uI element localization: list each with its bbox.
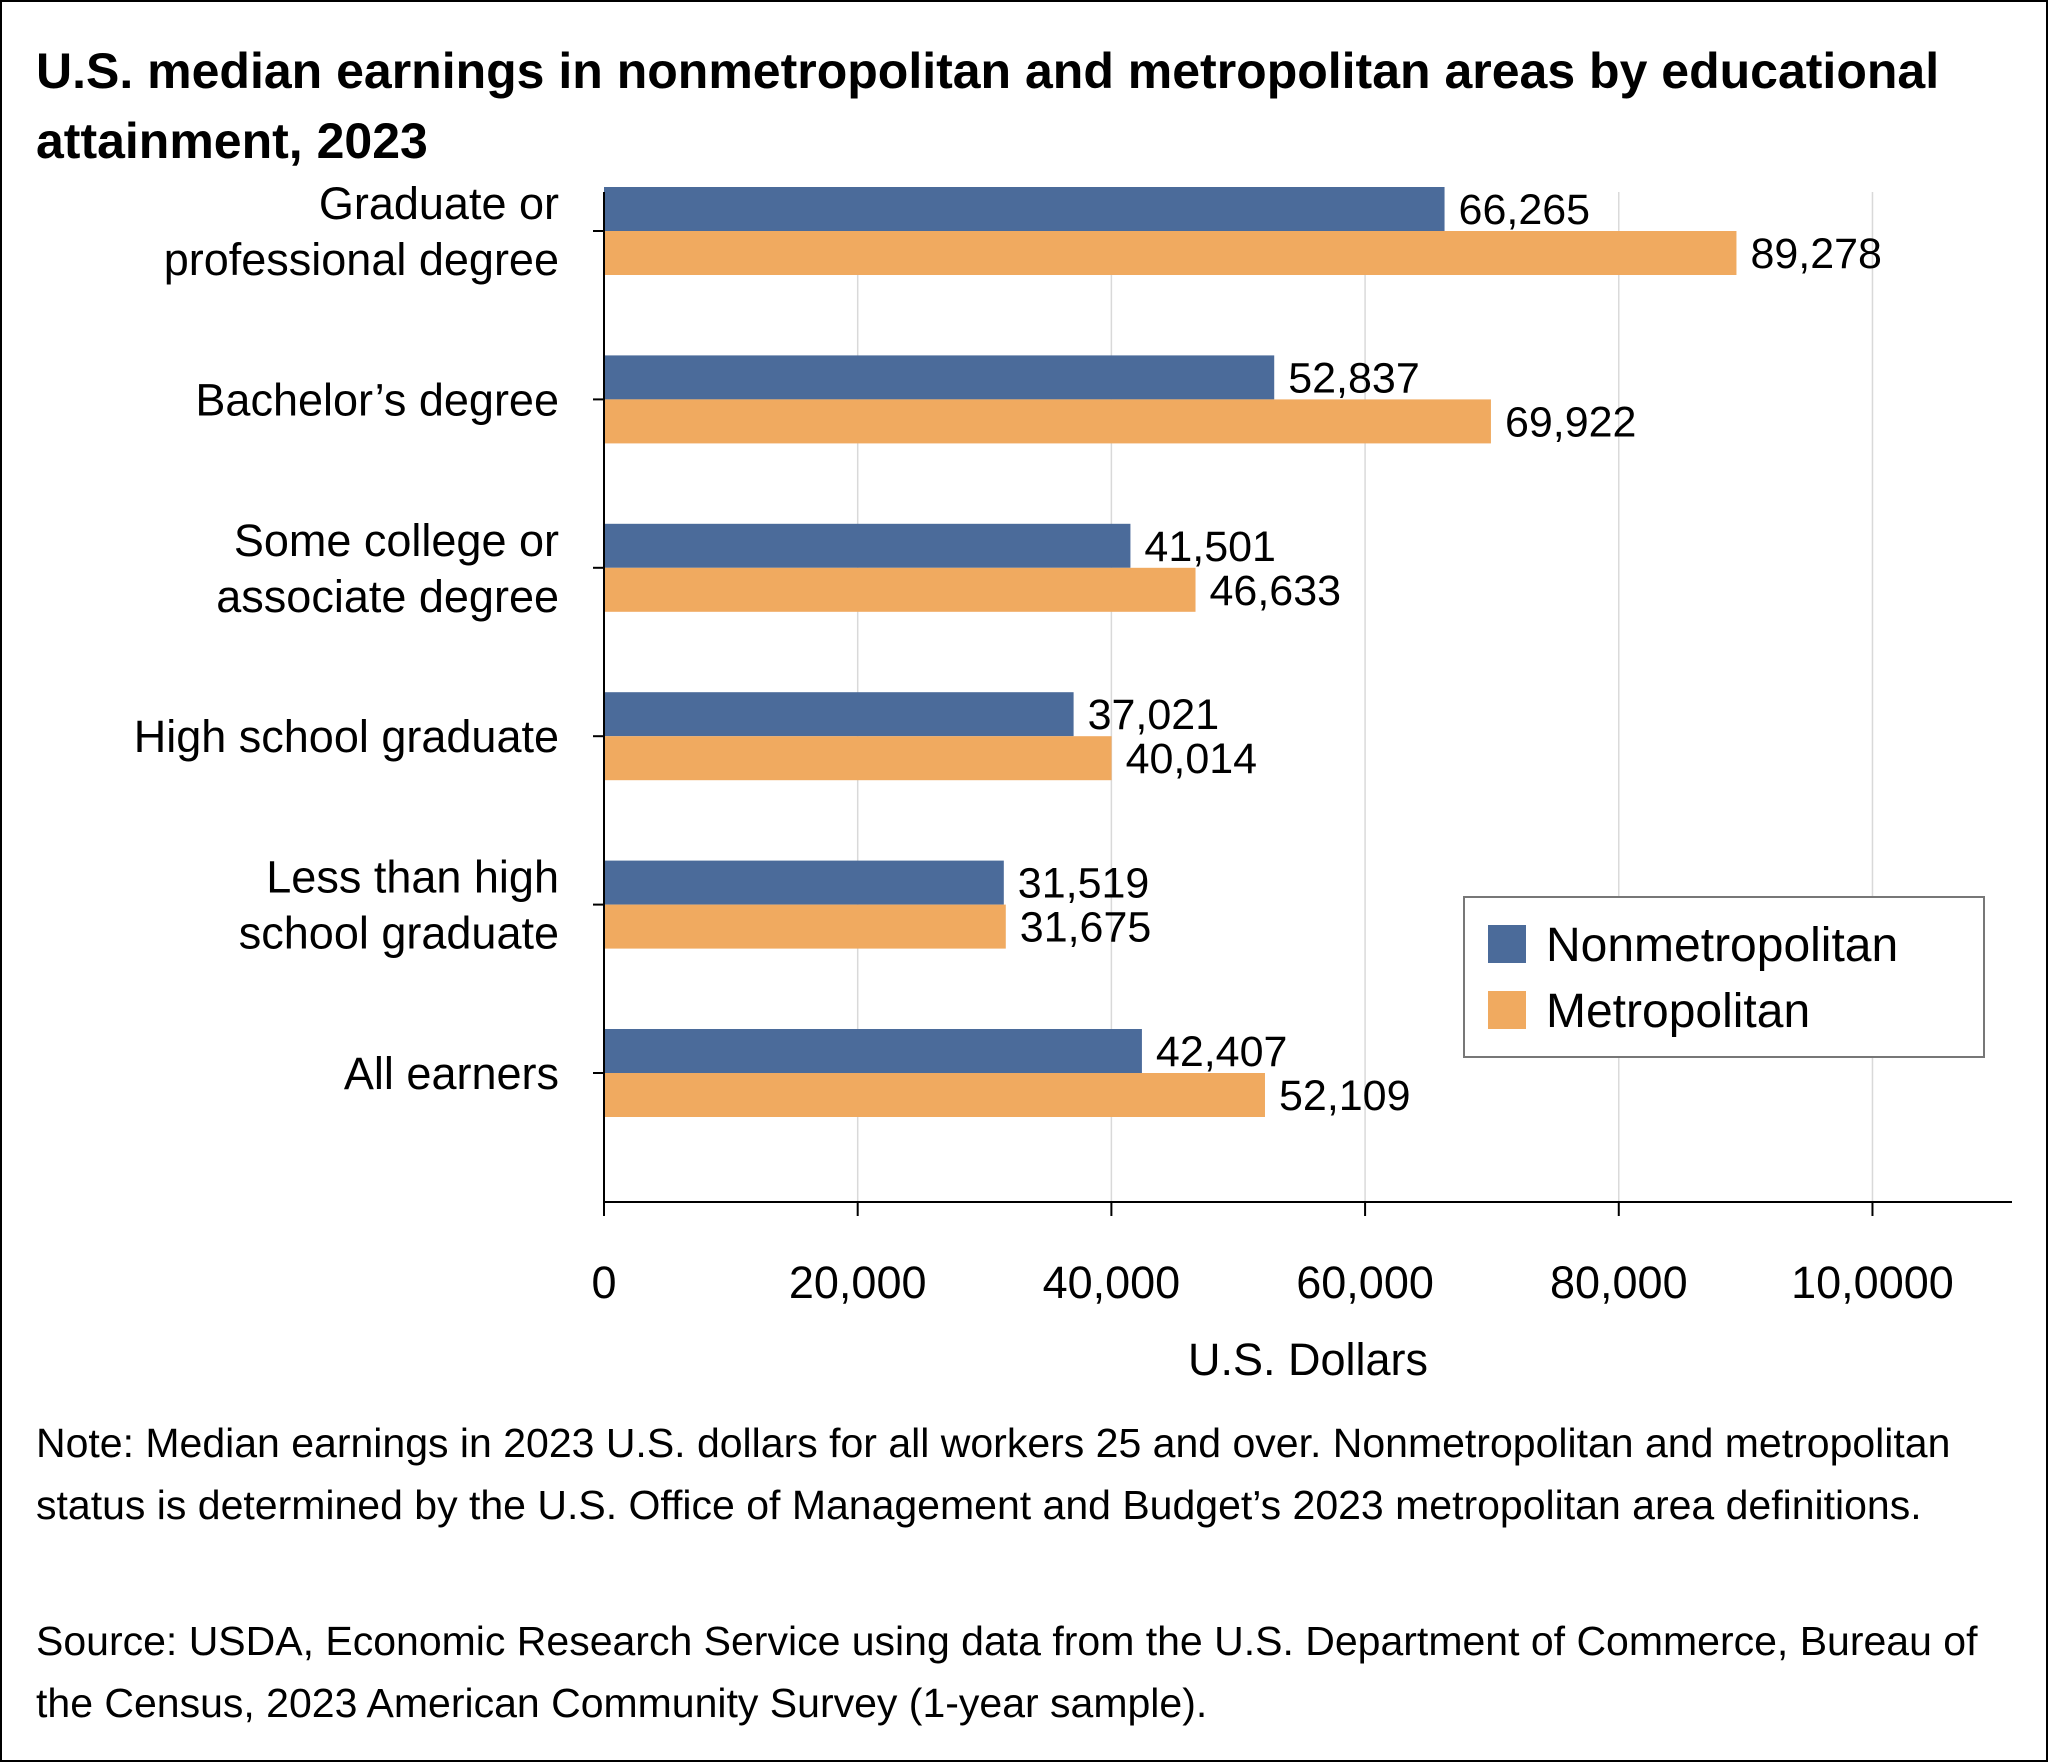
legend-label-nonmetro: Nonmetropolitan — [1546, 919, 1898, 972]
category-label-5-0: All earners — [344, 1048, 559, 1099]
value-label-metro-2: 46,633 — [1210, 567, 1342, 615]
bar-nonmetro-0 — [604, 187, 1445, 231]
bar-metro-2 — [604, 567, 1196, 612]
category-label-0-1: professional degree — [164, 234, 559, 285]
bar-nonmetro-3 — [604, 692, 1074, 737]
category-label-3-0: High school graduate — [134, 711, 559, 762]
value-label-nonmetro-3: 37,021 — [1088, 691, 1220, 739]
bar-metro-5 — [604, 1073, 1265, 1117]
bar-nonmetro-2 — [604, 523, 1131, 568]
value-label-nonmetro-1: 52,837 — [1288, 354, 1420, 402]
bar-metro-0 — [604, 231, 1737, 275]
value-label-metro-4: 31,675 — [1020, 904, 1152, 952]
category-label-0-0: Graduate or — [319, 178, 559, 229]
category-label-2-1: associate degree — [216, 571, 559, 622]
value-label-nonmetro-0: 66,265 — [1459, 186, 1591, 234]
category-label-2-0: Some college or — [234, 515, 559, 566]
legend: Nonmetropolitan Metropolitan — [1463, 896, 1985, 1058]
chart-title: U.S. median earnings in nonmetropolitan … — [36, 43, 1940, 169]
x-tick-label-3: 60,000 — [1296, 1257, 1434, 1308]
legend-swatch-nonmetro — [1488, 925, 1526, 963]
category-label-4-0: Less than high — [266, 852, 559, 903]
bar-nonmetro-5 — [604, 1029, 1142, 1073]
axes — [593, 192, 2012, 1216]
legend-box — [1463, 896, 1985, 1058]
x-tick-label-0: 0 — [591, 1257, 616, 1308]
legend-swatch-metro — [1488, 991, 1526, 1029]
x-tick-label-1: 20,000 — [789, 1257, 927, 1308]
bar-metro-4 — [604, 904, 1006, 949]
x-tick-label-2: 40,000 — [1043, 1257, 1181, 1308]
value-label-metro-5: 52,109 — [1279, 1072, 1411, 1120]
x-tick-label-5: 10,0000 — [1791, 1257, 1954, 1308]
value-label-metro-1: 69,922 — [1505, 398, 1637, 446]
category-label-1-0: Bachelor’s degree — [195, 374, 559, 425]
bars — [604, 187, 1737, 1117]
chart-source: Source: USDA, Economic Research Service … — [36, 1618, 1978, 1726]
bar-metro-3 — [604, 736, 1112, 781]
value-label-nonmetro-5: 42,407 — [1156, 1028, 1288, 1076]
x-axis-title: U.S. Dollars — [1188, 1334, 1428, 1385]
value-label-nonmetro-4: 31,519 — [1018, 860, 1150, 908]
value-label-nonmetro-2: 41,501 — [1144, 523, 1276, 571]
category-label-4-1: school graduate — [239, 908, 559, 959]
bar-nonmetro-4 — [604, 860, 1004, 905]
x-tick-label-4: 80,000 — [1550, 1257, 1688, 1308]
bar-metro-1 — [604, 399, 1491, 444]
chart-note: Note: Median earnings in 2023 U.S. dolla… — [36, 1420, 1951, 1528]
value-label-metro-0: 89,278 — [1750, 230, 1882, 278]
bar-nonmetro-1 — [604, 355, 1275, 400]
value-label-metro-3: 40,014 — [1126, 735, 1258, 783]
legend-label-metro: Metropolitan — [1546, 985, 1810, 1038]
